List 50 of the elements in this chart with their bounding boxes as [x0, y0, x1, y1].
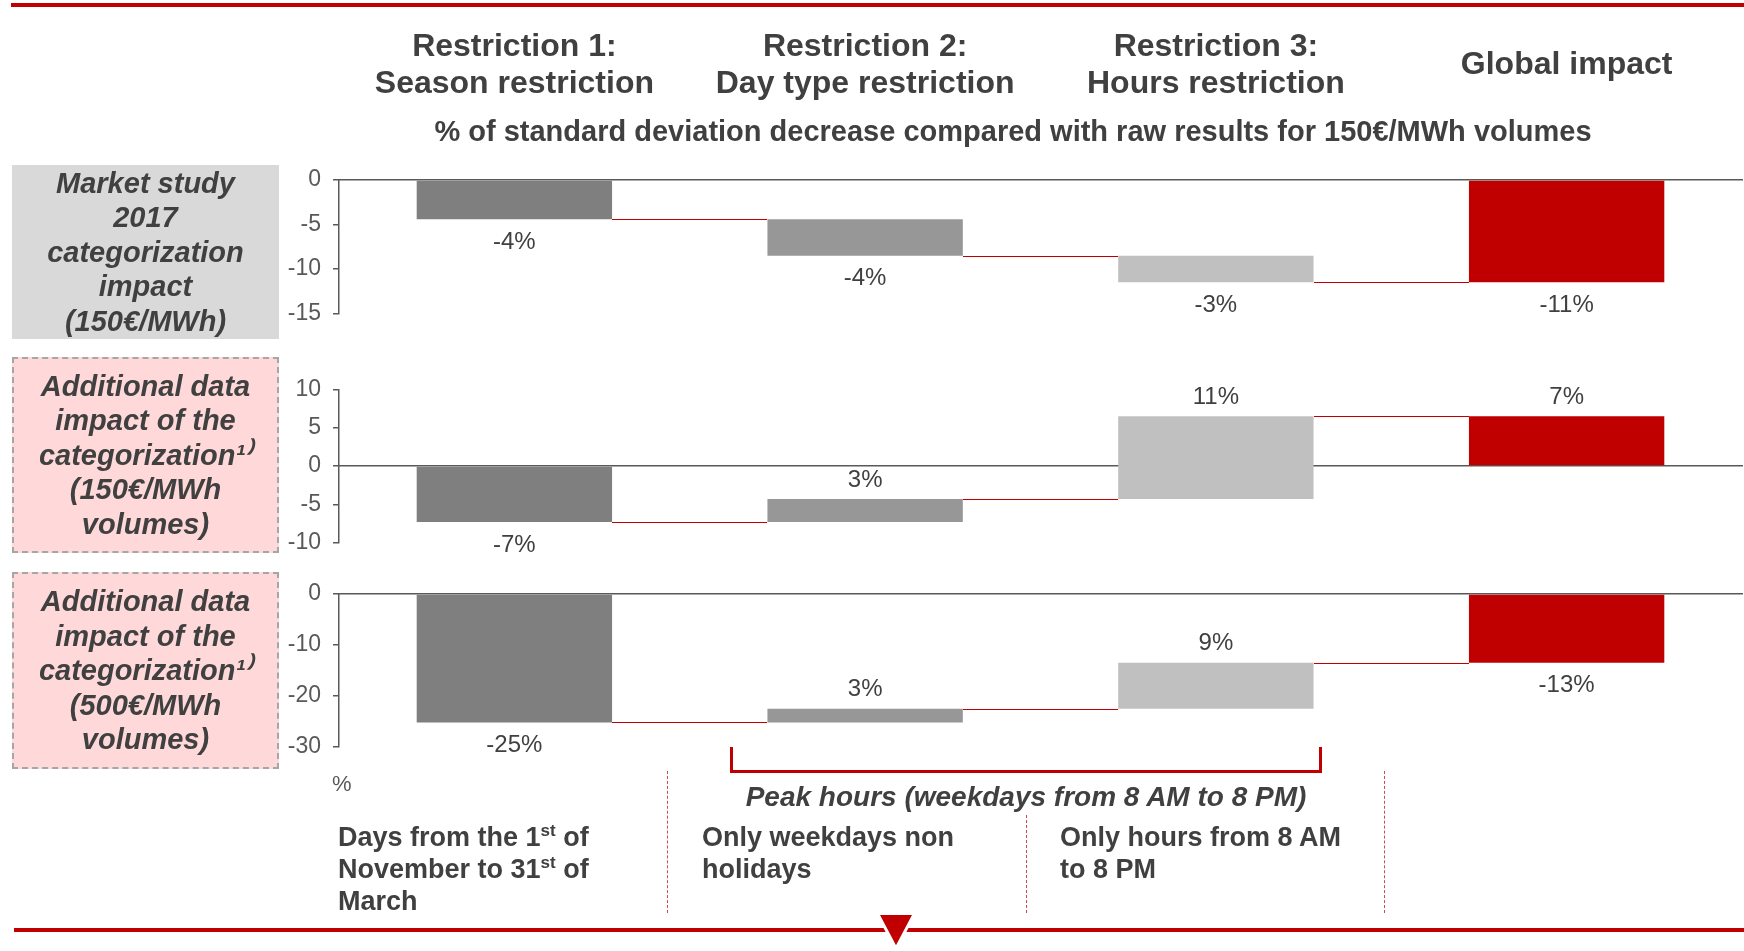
bar: [767, 708, 963, 723]
y-tick-label: -15: [287, 298, 321, 325]
label-box: Market study 2017 categorization impact (150€/MWh): [12, 165, 279, 339]
data-label: -25%: [486, 730, 543, 758]
data-label: -3%: [1194, 289, 1238, 317]
data-label: 9%: [1198, 628, 1234, 656]
y-tick-label: 0: [308, 451, 321, 478]
data-label: 3%: [847, 674, 883, 702]
data-label: -7%: [493, 529, 536, 557]
y-tick-label: -20: [287, 681, 321, 708]
y-tick-label: 0: [308, 579, 321, 606]
y-tick-label: -30: [287, 732, 321, 759]
data-label: -13%: [1538, 670, 1595, 698]
x-tick-label: Restriction 1: Season restriction: [374, 27, 654, 100]
data-label: 11%: [1192, 381, 1240, 409]
text: %: [332, 771, 352, 797]
x-tick-label: Global impact: [1460, 45, 1673, 82]
bar: [1118, 662, 1314, 709]
chart-subtitle: % of standard deviation decrease compared with raw results for 150€/MWh volumes: [434, 115, 1592, 147]
y-tick-label: -10: [287, 254, 321, 281]
y-tick-label: -5: [300, 489, 321, 516]
y-tick-label: -5: [300, 209, 321, 236]
bar: [767, 219, 963, 256]
data-label: 7%: [1549, 381, 1584, 409]
y-tick-label: -10: [287, 630, 321, 657]
bar: [767, 499, 963, 523]
y-tick-label: 0: [308, 165, 321, 192]
bar: [1468, 416, 1665, 466]
data-label: -11%: [1539, 289, 1594, 317]
bar: [1468, 180, 1665, 283]
data-label: -4%: [843, 263, 887, 291]
x-tick-label: Restriction 3: Hours restriction: [1086, 27, 1345, 100]
data-label: -4%: [493, 226, 536, 254]
x-tick-label: Restriction 2: Day type restriction: [715, 27, 1015, 100]
bar: [1118, 255, 1314, 283]
bar: [416, 466, 613, 523]
y-tick-label: 5: [308, 413, 321, 440]
y-tick-label: -10: [287, 528, 321, 555]
text: Days from the 1$^{st}$ of November to 31$^{st}$ of March: [338, 821, 589, 916]
text: Only hours from 8 AM to 8 PM: [1060, 821, 1343, 885]
label-box: Additional data impact of the categorization¹⁾ (500€/MWh volumes): [12, 572, 279, 769]
bar: [416, 594, 613, 723]
y-tick-label: 10: [295, 374, 321, 401]
text: Peak hours (weekdays from 8 AM to 8 PM): [745, 781, 1307, 813]
bar: [1468, 594, 1665, 663]
bar: [1118, 416, 1314, 500]
data-label: 3%: [847, 464, 883, 492]
label-box: Additional data impact of the categorization¹⁾ (150€/MWh volumes): [12, 357, 279, 553]
text: Only weekdays non holidays: [702, 821, 956, 885]
bar: [416, 180, 613, 220]
